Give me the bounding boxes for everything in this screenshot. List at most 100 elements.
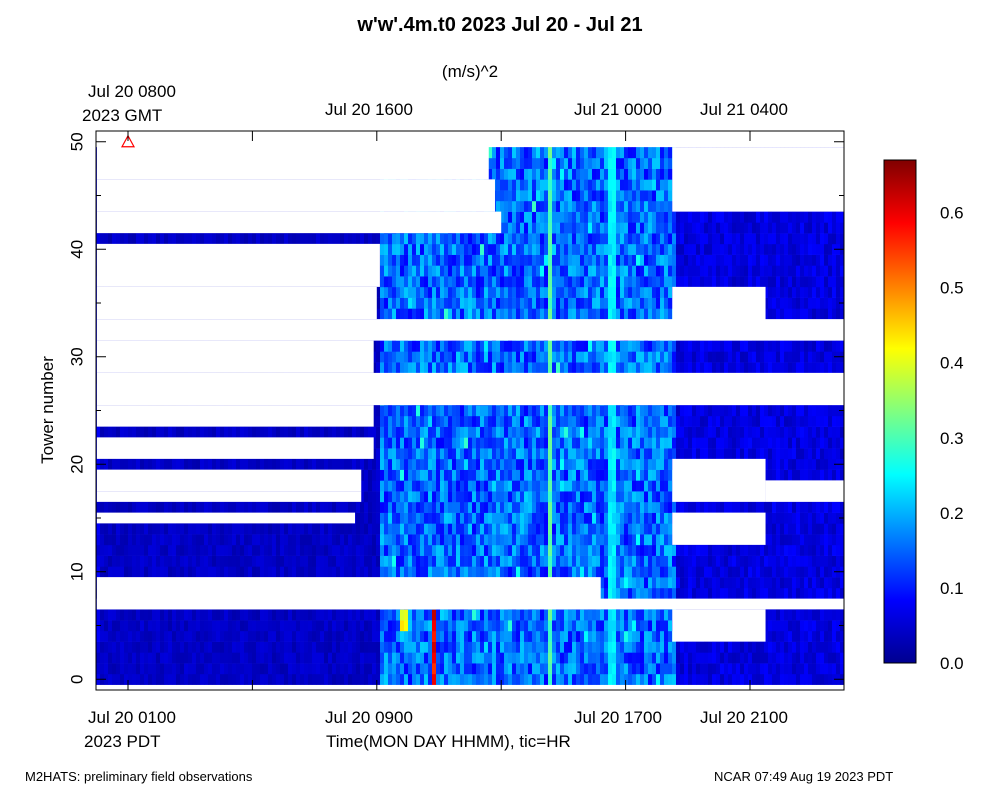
heatmap-cell: [696, 577, 701, 589]
bottom-tick-label-3: Jul 20 2100: [700, 708, 788, 727]
heatmap-cell: [96, 609, 101, 621]
heatmap-cell: [164, 555, 169, 567]
heatmap-cell: [808, 469, 813, 481]
heatmap-cell: [272, 566, 277, 578]
heatmap-cell: [696, 426, 701, 438]
heatmap-cell: [768, 469, 773, 481]
heatmap-cell: [628, 437, 633, 449]
heatmap-cell: [656, 673, 661, 685]
heatmap-cell: [524, 448, 529, 460]
heatmap-cell: [592, 630, 597, 642]
heatmap-cell: [672, 415, 677, 427]
heatmap-cell: [192, 555, 197, 567]
heatmap-cell: [212, 673, 217, 685]
heatmap-cell: [440, 512, 445, 524]
heatmap-cell: [664, 544, 669, 556]
heatmap-cell: [788, 544, 793, 556]
heatmap-cell: [552, 405, 557, 417]
heatmap-cell: [356, 641, 361, 653]
heatmap-cell: [436, 501, 441, 513]
heatmap-cell: [824, 415, 829, 427]
heatmap-cell: [832, 663, 837, 675]
heatmap-cell: [620, 652, 625, 664]
heatmap-cell: [272, 620, 277, 632]
heatmap-cell: [680, 501, 685, 513]
heatmap-cell: [620, 426, 625, 438]
heatmap-cell: [820, 426, 825, 438]
heatmap-cell: [796, 415, 801, 427]
heatmap-cell: [840, 469, 845, 481]
heatmap-cell: [464, 523, 469, 535]
heatmap-cell: [232, 555, 237, 567]
heatmap-cell: [732, 663, 737, 675]
heatmap-cell: [260, 630, 265, 642]
heatmap-cell: [304, 641, 309, 653]
heatmap-cell: [588, 663, 593, 675]
heatmap-cell: [100, 652, 105, 664]
heatmap-cell: [676, 426, 681, 438]
heatmap-cell: [584, 609, 589, 621]
heatmap-cell: [336, 630, 341, 642]
heatmap-cell: [388, 609, 393, 621]
heatmap-cell: [732, 544, 737, 556]
heatmap-cell: [648, 448, 653, 460]
heatmap-cell: [648, 587, 653, 599]
heatmap-cell: [496, 448, 501, 460]
heatmap-cell: [304, 523, 309, 535]
heatmap-cell: [620, 469, 625, 481]
heatmap-cell: [144, 426, 149, 438]
heatmap-cell: [524, 480, 529, 492]
heatmap-cell: [132, 523, 137, 535]
heatmap-cell: [720, 566, 725, 578]
heatmap-cell: [580, 620, 585, 632]
heatmap-cell: [548, 534, 553, 546]
heatmap-cell: [664, 577, 669, 589]
heatmap-cell: [316, 641, 321, 653]
heatmap-cell: [632, 555, 637, 567]
heatmap-cell: [600, 630, 605, 642]
heatmap-cell: [340, 652, 345, 664]
heatmap-cell: [232, 544, 237, 556]
heatmap-cell: [600, 652, 605, 664]
heatmap-cell: [784, 663, 789, 675]
heatmap-cell: [720, 641, 725, 653]
heatmap-cell: [580, 469, 585, 481]
heatmap-cell: [792, 534, 797, 546]
heatmap-cell: [432, 501, 437, 513]
heatmap-cell: [328, 630, 333, 642]
heatmap-cell: [812, 630, 817, 642]
heatmap-cell: [492, 491, 497, 503]
heatmap-cell: [804, 501, 809, 513]
heatmap-cell: [324, 501, 329, 513]
heatmap-cell: [412, 437, 417, 449]
heatmap-cell: [204, 566, 209, 578]
heatmap-cell: [580, 405, 585, 417]
heatmap-cell: [380, 620, 385, 632]
heatmap-cell: [644, 534, 649, 546]
heatmap-cell: [664, 641, 669, 653]
heatmap-cell: [396, 448, 401, 460]
heatmap-cell: [248, 534, 253, 546]
heatmap-cell: [792, 641, 797, 653]
heatmap-cell: [708, 448, 713, 460]
heatmap-cell: [168, 652, 173, 664]
heatmap-cell: [800, 523, 805, 535]
heatmap-cell: [692, 673, 697, 685]
heatmap-cell: [592, 512, 597, 524]
heatmap-cell: [620, 641, 625, 653]
heatmap-cell: [408, 566, 413, 578]
heatmap-cell: [448, 480, 453, 492]
heatmap-cell: [296, 458, 301, 470]
heatmap-cell: [776, 415, 781, 427]
heatmap-cell: [760, 501, 765, 513]
heatmap-cell: [340, 501, 345, 513]
heatmap-cell: [312, 555, 317, 567]
heatmap-cell: [616, 641, 621, 653]
heatmap-cell: [480, 673, 485, 685]
heatmap-cell: [476, 448, 481, 460]
heatmap-cell: [268, 458, 273, 470]
heatmap-cell: [212, 501, 217, 513]
heatmap-cell: [496, 469, 501, 481]
heatmap-cell: [244, 673, 249, 685]
heatmap-cell: [312, 652, 317, 664]
